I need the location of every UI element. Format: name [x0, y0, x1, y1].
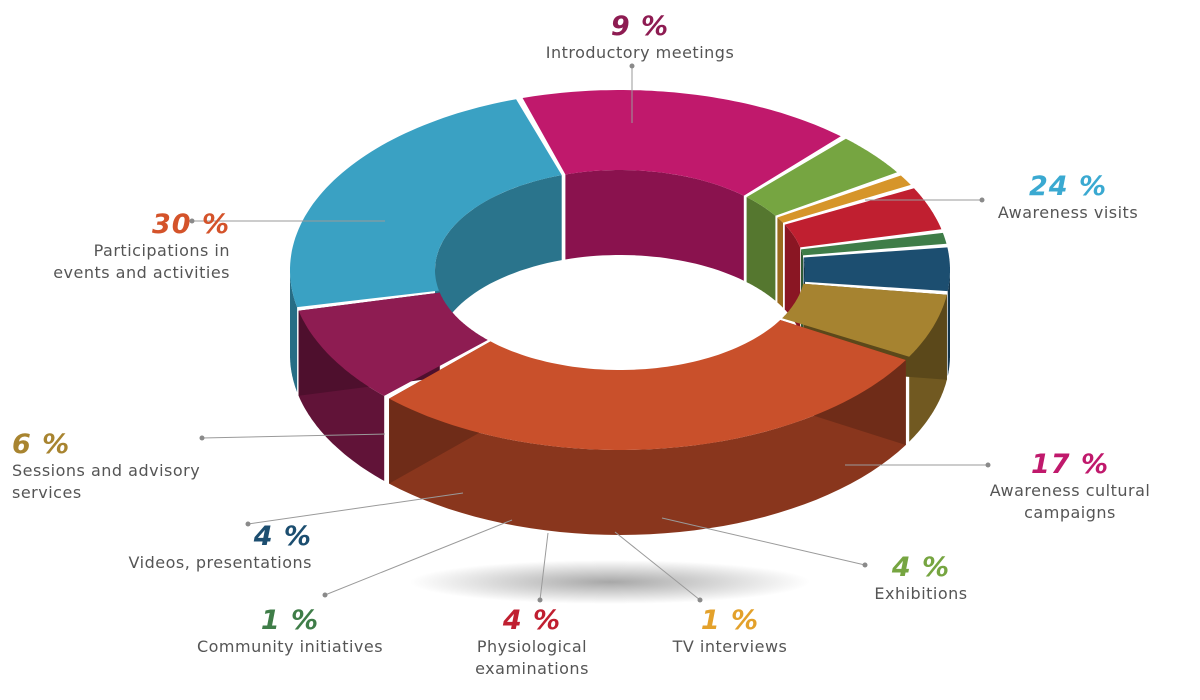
- label-9: 30 % Participations in events and activiti…: [53, 210, 230, 284]
- leader-line-7: [248, 493, 463, 524]
- percent-label: 6 %: [12, 430, 200, 460]
- percent-label: 17 %: [990, 450, 1151, 480]
- category-label: campaigns: [990, 502, 1151, 524]
- category-label: services: [12, 482, 200, 504]
- percent-label: 1 %: [197, 606, 383, 636]
- category-label: Community initiatives: [197, 636, 383, 658]
- percent-label: 9 %: [546, 12, 735, 42]
- category-label: Introductory meetings: [546, 42, 735, 64]
- leader-dot-8: [200, 436, 205, 441]
- label-5: 4 % Physiological examinations: [475, 606, 589, 680]
- label-1: 24 % Awareness visits: [998, 172, 1138, 224]
- percent-label: 4 %: [129, 522, 312, 552]
- category-label: TV interviews: [673, 636, 788, 658]
- chart-shadow: [410, 560, 810, 604]
- label-8: 6 % Sessions and advisory services: [12, 430, 200, 504]
- percent-label: 4 %: [475, 606, 589, 636]
- percent-label: 4 %: [874, 553, 967, 583]
- leader-dot-4: [698, 598, 703, 603]
- percent-label: 30 %: [53, 210, 230, 240]
- leader-dot-5: [538, 598, 543, 603]
- slice-7: [804, 247, 951, 291]
- category-label: examinations: [475, 658, 589, 680]
- inner-wall-3: [747, 197, 776, 301]
- label-2: 17 % Awareness cultural campaigns: [990, 450, 1151, 524]
- leader-dot-6: [323, 593, 328, 598]
- category-label: Awareness cultural: [990, 480, 1151, 502]
- category-label: Awareness visits: [998, 202, 1138, 224]
- label-0: 9 % Introductory meetings: [546, 12, 735, 64]
- percent-label: 24 %: [998, 172, 1138, 202]
- label-6: 1 % Community initiatives: [197, 606, 383, 658]
- leader-dot-0: [630, 64, 635, 69]
- inner-wall-4: [777, 218, 783, 308]
- label-7: 4 % Videos, presentations: [129, 522, 312, 574]
- category-label: Sessions and advisory: [12, 460, 200, 482]
- percent-label: 1 %: [673, 606, 788, 636]
- inner-wall-2: [565, 170, 743, 281]
- category-label: Physiological: [475, 636, 589, 658]
- leader-dot-1: [980, 198, 985, 203]
- category-label: Exhibitions: [874, 583, 967, 605]
- category-label: events and activities: [53, 262, 230, 284]
- category-label: Videos, presentations: [129, 552, 312, 574]
- top-faces: [290, 90, 950, 450]
- leader-dot-3: [863, 563, 868, 568]
- label-3: 4 % Exhibitions: [874, 553, 967, 605]
- leader-line-3: [662, 518, 865, 565]
- label-4: 1 % TV interviews: [673, 606, 788, 658]
- category-label: Participations in: [53, 240, 230, 262]
